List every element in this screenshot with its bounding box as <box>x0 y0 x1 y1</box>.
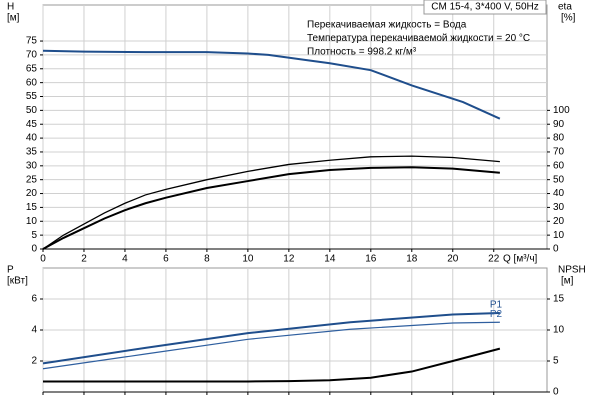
y2-tick-label: 0 <box>553 387 559 398</box>
x-tick-label: 8 <box>204 254 210 265</box>
y-tick-label: 0 <box>31 244 37 255</box>
annotation: Перекачиваемая жидкость = Вода <box>307 20 467 31</box>
y2-tick-label: 70 <box>553 147 565 158</box>
curve-label: P1 <box>490 300 503 311</box>
y2-tick-label: 90 <box>553 119 565 130</box>
y-tick-label: 70 <box>26 50 38 61</box>
curve <box>42 49 501 120</box>
x-tick-label: 4 <box>122 254 128 265</box>
x-tick-label: 18 <box>406 254 418 265</box>
y-tick-label: 2 <box>31 356 37 367</box>
y-tick-label: 65 <box>26 63 38 74</box>
y-tick-label: 40 <box>26 133 38 144</box>
y-tick-label: 30 <box>26 160 38 171</box>
y2-tick-label: 20 <box>553 216 565 227</box>
annotation: Температура перекачиваемой жидкости = 20… <box>307 33 530 44</box>
x-tick-label: 22 <box>488 254 500 265</box>
curve <box>42 311 500 365</box>
y2-tick-label: 30 <box>553 202 565 213</box>
y2-tick-label: 5 <box>553 356 559 367</box>
x-label: Q [м³/ч] <box>503 254 538 265</box>
curve <box>42 321 500 370</box>
y-tick-label: 50 <box>26 105 38 116</box>
y2-label-unit: [%] <box>561 13 576 24</box>
y2-tick-label: 80 <box>553 133 565 144</box>
chart-title: CM 15-4, 3*400 V, 50Hz <box>431 2 538 13</box>
y-tick-label: 6 <box>31 294 37 305</box>
y2-tick-label: 60 <box>553 160 565 171</box>
y-label: P <box>7 265 14 276</box>
y-tick-label: 20 <box>26 188 38 199</box>
y-tick-label: 60 <box>26 77 38 88</box>
y2-tick-label: 10 <box>553 230 565 241</box>
y-tick-label: 55 <box>26 91 38 102</box>
y2-tick-label: 10 <box>553 325 565 336</box>
y2-tick-label: 0 <box>553 244 559 255</box>
y2-tick-label: 15 <box>553 294 565 305</box>
x-tick-label: 12 <box>283 254 295 265</box>
y-tick-label: 10 <box>26 216 38 227</box>
x-tick-label: 2 <box>81 254 87 265</box>
y2-tick-label: 100 <box>553 105 570 116</box>
curve-label: P2 <box>490 309 503 320</box>
y-tick-label: 75 <box>26 36 38 47</box>
curve <box>42 155 500 250</box>
y-tick-label: 15 <box>26 202 38 213</box>
x-tick-label: 14 <box>324 254 336 265</box>
y2-tick-label: 50 <box>553 174 565 185</box>
y-tick-label: 5 <box>31 230 37 241</box>
x-tick-label: 6 <box>163 254 169 265</box>
y-tick-label: 45 <box>26 119 38 130</box>
y-tick-label: 4 <box>31 325 37 336</box>
y-tick-label: 25 <box>26 174 38 185</box>
x-tick-label: 20 <box>447 254 459 265</box>
x-tick-label: 0 <box>40 254 46 265</box>
y-label-unit: [кВт] <box>7 276 28 287</box>
y-label-unit: [м] <box>7 13 20 24</box>
curve <box>43 347 501 383</box>
curve <box>42 166 500 250</box>
x-tick-label: 16 <box>365 254 377 265</box>
y2-label: eta <box>558 2 572 13</box>
y2-label-unit: [м] <box>561 276 574 287</box>
y2-tick-label: 40 <box>553 188 565 199</box>
y-label: H <box>7 2 14 13</box>
annotation: Плотность = 998.2 кг/м³ <box>307 47 417 58</box>
title-box <box>423 0 547 15</box>
y-tick-label: 35 <box>26 147 38 158</box>
y2-label: NPSH <box>558 265 586 276</box>
x-tick-label: 10 <box>242 254 254 265</box>
